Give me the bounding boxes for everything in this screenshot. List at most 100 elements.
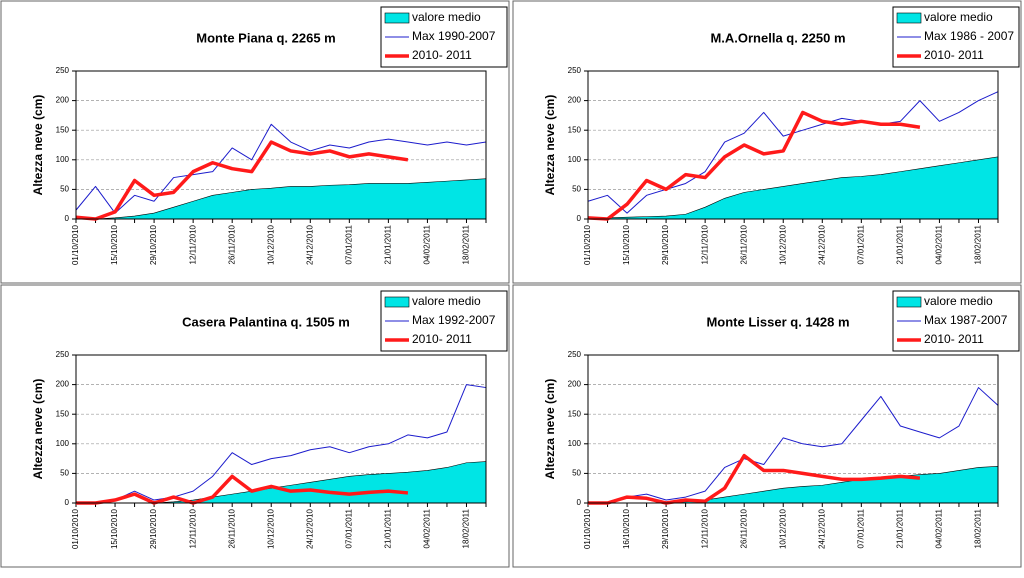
legend-label: Max 1987-2007 bbox=[924, 313, 1008, 327]
legend-swatch bbox=[384, 12, 410, 24]
y-tick-label: 100 bbox=[56, 155, 70, 164]
x-tick-label: 26/11/2010 bbox=[739, 508, 748, 548]
y-tick-label: 0 bbox=[577, 214, 582, 223]
x-tick-label: 18/02/2011 bbox=[974, 224, 983, 264]
chart-title: Monte Lisser q. 1428 m bbox=[706, 314, 849, 329]
plot-border bbox=[75, 354, 487, 504]
chart-title: M.A.Ornella q. 2250 m bbox=[710, 30, 845, 45]
x-tick-label: 01/10/2010 bbox=[583, 224, 592, 265]
area bbox=[76, 178, 487, 220]
x-tick-label: 07/01/2011 bbox=[856, 508, 865, 548]
y-axis-label: Altezza neve (cm) bbox=[31, 379, 45, 480]
legend-label: 2010- 2011 bbox=[924, 48, 984, 62]
plot-border bbox=[587, 354, 999, 504]
x-tick-label: 07/01/2011 bbox=[344, 224, 353, 264]
y-tick-label: 250 bbox=[56, 350, 70, 359]
x-tick-label: 10/12/2010 bbox=[778, 508, 787, 549]
plot-border bbox=[75, 70, 487, 220]
x-tick-label: 12/11/2010 bbox=[700, 508, 709, 548]
x-tick-label: 21/01/2011 bbox=[895, 224, 904, 264]
y-tick-label: 100 bbox=[568, 155, 582, 164]
x-tick-label: 10/12/2010 bbox=[266, 224, 275, 265]
x-tick-label: 29/10/2010 bbox=[149, 224, 158, 265]
area bbox=[587, 156, 999, 220]
legend-label: Max 1990-2007 bbox=[412, 29, 496, 43]
legend-swatch bbox=[384, 296, 410, 308]
y-tick-label: 200 bbox=[56, 96, 70, 105]
x-tick-label: 29/10/2010 bbox=[661, 224, 670, 265]
x-tick-label: 01/10/2010 bbox=[583, 508, 592, 549]
x-tick-label: 15/10/2010 bbox=[622, 224, 631, 265]
x-tick-label: 21/01/2011 bbox=[895, 508, 904, 548]
x-tick-label: 15/10/2010 bbox=[110, 224, 119, 265]
x-tick-label: 21/01/2011 bbox=[383, 508, 392, 548]
legend-label: Max 1992-2007 bbox=[412, 313, 496, 327]
y-tick-label: 0 bbox=[65, 498, 70, 507]
y-tick-label: 50 bbox=[60, 185, 69, 194]
y-axis-label: Altezza neve (cm) bbox=[543, 379, 557, 480]
x-tick-label: 04/02/2011 bbox=[423, 224, 432, 264]
x-tick-label: 21/01/2011 bbox=[383, 224, 392, 264]
x-tick-label: 07/01/2011 bbox=[856, 224, 865, 264]
y-tick-label: 150 bbox=[56, 409, 70, 418]
line bbox=[76, 384, 487, 504]
y-tick-label: 50 bbox=[572, 185, 581, 194]
y-tick-label: 250 bbox=[568, 350, 582, 359]
y-tick-label: 0 bbox=[65, 214, 70, 223]
y-tick-label: 0 bbox=[577, 498, 582, 507]
line bbox=[588, 453, 921, 505]
y-tick-label: 100 bbox=[568, 439, 582, 448]
y-tick-label: 100 bbox=[56, 439, 70, 448]
legend-label: valore medio bbox=[412, 294, 481, 308]
legend-label: valore medio bbox=[924, 10, 993, 24]
legend-label: Max 1986 - 2007 bbox=[924, 29, 1014, 43]
y-tick-label: 50 bbox=[572, 469, 581, 478]
x-tick-label: 10/12/2010 bbox=[778, 224, 787, 265]
x-tick-label: 12/11/2010 bbox=[700, 224, 709, 264]
x-tick-label: 24/12/2010 bbox=[305, 224, 314, 265]
line bbox=[75, 123, 487, 214]
y-tick-label: 200 bbox=[568, 96, 582, 105]
legend-swatch bbox=[896, 12, 922, 24]
x-tick-label: 24/12/2010 bbox=[305, 508, 314, 549]
line bbox=[75, 140, 409, 221]
x-tick-label: 04/02/2011 bbox=[935, 224, 944, 264]
x-tick-label: 18/02/2011 bbox=[974, 508, 983, 548]
x-tick-label: 01/10/2010 bbox=[71, 224, 80, 265]
line bbox=[76, 474, 409, 505]
legend-label: valore medio bbox=[412, 10, 481, 24]
x-tick-label: 26/11/2010 bbox=[227, 224, 236, 264]
line bbox=[587, 110, 921, 221]
y-axis-label: Altezza neve (cm) bbox=[31, 95, 45, 196]
y-axis-label: Altezza neve (cm) bbox=[543, 95, 557, 196]
y-tick-label: 250 bbox=[568, 66, 582, 75]
x-tick-label: 10/12/2010 bbox=[266, 508, 275, 549]
y-tick-label: 250 bbox=[56, 66, 70, 75]
x-tick-label: 04/02/2011 bbox=[423, 508, 432, 548]
line bbox=[588, 387, 999, 504]
x-tick-label: 18/02/2011 bbox=[462, 224, 471, 264]
y-tick-label: 150 bbox=[568, 409, 582, 418]
x-tick-label: 12/11/2010 bbox=[188, 508, 197, 548]
x-tick-label: 26/11/2010 bbox=[227, 508, 236, 548]
y-tick-label: 150 bbox=[56, 125, 70, 134]
y-tick-label: 200 bbox=[56, 380, 70, 389]
x-tick-label: 24/12/2010 bbox=[817, 224, 826, 265]
x-tick-label: 18/02/2011 bbox=[462, 508, 471, 548]
x-tick-label: 15/10/2010 bbox=[110, 508, 119, 549]
x-tick-label: 01/10/2010 bbox=[71, 508, 80, 549]
chart-title: Monte Piana q. 2265 m bbox=[196, 30, 335, 45]
y-tick-label: 150 bbox=[568, 125, 582, 134]
legend-label: 2010- 2011 bbox=[924, 332, 984, 346]
legend-label: valore medio bbox=[924, 294, 993, 308]
x-tick-label: 26/11/2010 bbox=[739, 224, 748, 264]
y-tick-label: 200 bbox=[568, 380, 582, 389]
legend-label: 2010- 2011 bbox=[412, 332, 472, 346]
y-tick-label: 50 bbox=[60, 469, 69, 478]
legend-label: 2010- 2011 bbox=[412, 48, 472, 62]
plot-border bbox=[587, 70, 999, 220]
chart-title: Casera Palantina q. 1505 m bbox=[182, 314, 350, 329]
x-tick-label: 04/02/2011 bbox=[935, 508, 944, 548]
